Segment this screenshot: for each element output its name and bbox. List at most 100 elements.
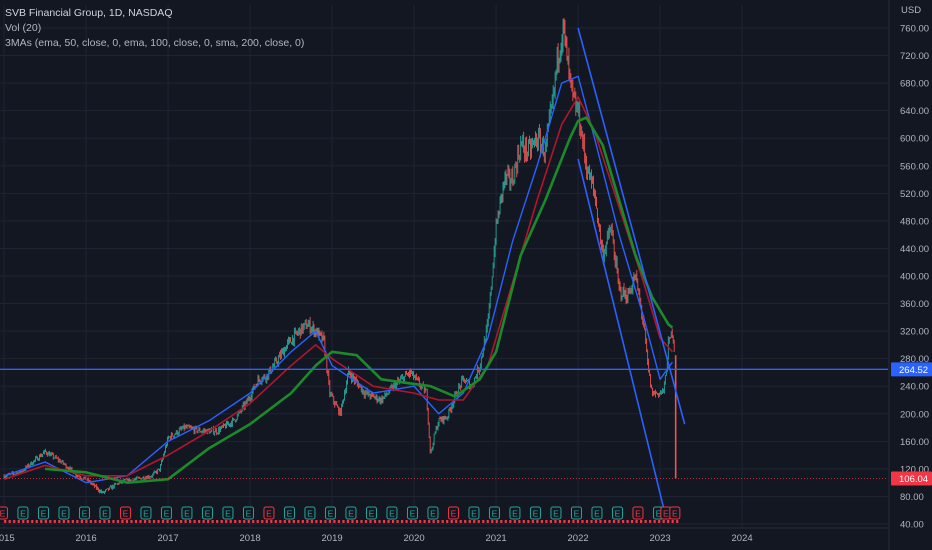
earnings-marker[interactable]: [488, 506, 500, 520]
price-axis-tick: 280.00: [900, 354, 929, 365]
event-tick: [98, 520, 102, 523]
earnings-marker[interactable]: [324, 506, 336, 520]
event-tick: [441, 520, 444, 523]
earnings-marker[interactable]: [99, 506, 111, 520]
event-tick: [522, 520, 525, 523]
event-tick: [662, 520, 665, 523]
earnings-marker-label: E: [663, 509, 669, 519]
event-tick: [572, 520, 575, 523]
earnings-marker[interactable]: [570, 506, 582, 520]
earnings-marker[interactable]: [160, 506, 172, 520]
event-tick: [500, 520, 503, 523]
earnings-marker[interactable]: [632, 506, 644, 520]
earnings-marker[interactable]: [406, 506, 418, 520]
event-tick: [513, 520, 516, 523]
earnings-marker[interactable]: [58, 506, 70, 520]
time-axis-tick: 2021: [486, 533, 507, 544]
event-tick: [130, 520, 133, 523]
earnings-marker-label: E: [430, 509, 436, 519]
earnings-marker[interactable]: [0, 506, 8, 520]
ema-50-line: [3, 75, 673, 484]
earnings-marker-label: E: [20, 509, 26, 519]
event-tick: [333, 520, 336, 523]
event-tick: [125, 520, 129, 523]
volume-indicator-label[interactable]: Vol (20): [5, 22, 42, 34]
earnings-marker-label: E: [615, 509, 621, 519]
event-tick: [549, 520, 553, 523]
event-tick: [166, 520, 169, 523]
time-axis-tick: 2023: [650, 533, 671, 544]
event-tick: [252, 520, 255, 523]
earnings-marker-label: E: [369, 509, 375, 519]
event-tick: [342, 520, 345, 523]
earnings-marker-label: E: [635, 509, 641, 519]
earnings-marker[interactable]: [550, 506, 562, 520]
earnings-marker-label: E: [594, 509, 600, 519]
earnings-marker[interactable]: [283, 506, 295, 520]
event-tick: [518, 520, 521, 523]
event-tick: [473, 520, 476, 523]
event-tick: [238, 520, 241, 523]
event-tick: [599, 520, 602, 523]
event-tick: [590, 520, 593, 523]
earnings-marker-label: E: [492, 509, 498, 519]
event-tick: [35, 520, 38, 523]
earnings-marker[interactable]: [201, 506, 213, 520]
earnings-marker[interactable]: [669, 506, 681, 520]
earnings-marker[interactable]: [140, 506, 152, 520]
earnings-marker[interactable]: [447, 506, 459, 520]
earnings-marker[interactable]: [509, 506, 521, 520]
time-axis-tick: 2018: [240, 533, 261, 544]
earnings-marker[interactable]: [119, 506, 131, 520]
event-tick: [62, 520, 65, 523]
earnings-marker[interactable]: [591, 506, 603, 520]
earnings-marker[interactable]: [611, 506, 623, 520]
earnings-marker[interactable]: [529, 506, 541, 520]
time-axis-tick: 2020: [404, 533, 425, 544]
price-axis-tick: 40.00: [900, 520, 924, 531]
symbol-title[interactable]: SVB Financial Group, 1D, NASDAQ: [5, 7, 173, 19]
earnings-marker[interactable]: [242, 506, 254, 520]
price-tag-264.52: [891, 362, 932, 377]
earnings-marker[interactable]: [386, 506, 398, 520]
earnings-marker[interactable]: [427, 506, 439, 520]
earnings-marker-label: E: [471, 509, 477, 519]
event-tick: [653, 520, 656, 523]
event-tick: [189, 520, 192, 523]
earnings-marker[interactable]: [304, 506, 316, 520]
earnings-marker[interactable]: [263, 506, 275, 520]
event-tick: [563, 520, 566, 523]
event-tick: [324, 520, 327, 523]
event-tick: [630, 520, 634, 523]
event-tick: [288, 520, 291, 523]
earnings-marker[interactable]: [468, 506, 480, 520]
earnings-marker[interactable]: [78, 506, 90, 520]
event-tick: [644, 520, 647, 523]
earnings-marker-label: E: [553, 509, 559, 519]
earnings-marker[interactable]: [17, 506, 29, 520]
moving-averages-indicator-label[interactable]: 3MAs (ema, 50, close, 0, ema, 100, close…: [5, 37, 305, 49]
event-tick: [297, 520, 300, 523]
event-tick: [134, 520, 138, 523]
earnings-marker[interactable]: [222, 506, 234, 520]
event-tick: [328, 520, 332, 523]
event-tick: [410, 520, 413, 523]
event-tick: [400, 520, 404, 523]
price-tag-label: 264.52: [899, 365, 928, 376]
earnings-marker[interactable]: [181, 506, 193, 520]
event-tick: [540, 520, 543, 523]
event-tick: [567, 520, 571, 523]
event-tick: [220, 520, 223, 523]
earnings-marker-label: E: [656, 509, 662, 519]
event-tick: [491, 520, 494, 523]
event-tick: [103, 520, 106, 523]
price-axis-tick: 720.00: [900, 51, 929, 62]
event-tick: [216, 520, 219, 523]
event-tick: [234, 520, 237, 523]
event-tick: [157, 520, 160, 523]
event-tick: [121, 520, 124, 523]
earnings-marker[interactable]: [37, 506, 49, 520]
earnings-marker[interactable]: [365, 506, 377, 520]
earnings-marker[interactable]: [345, 506, 357, 520]
